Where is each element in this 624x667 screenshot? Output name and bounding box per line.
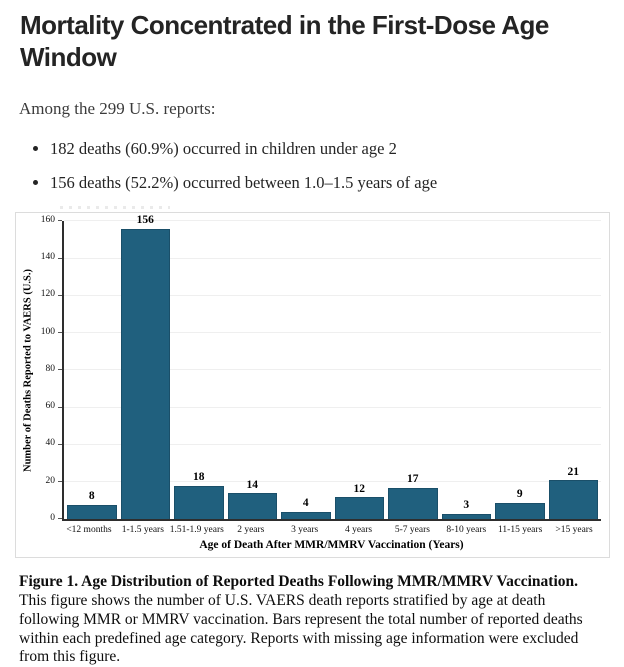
bar-slot: 4 [279,221,333,520]
y-tick-label: 40 [45,438,56,449]
gridline [64,406,601,408]
figure-caption: Figure 1. Age Distribution of Reported D… [19,573,606,667]
x-tick-label: 2 years [237,525,265,536]
bar-value-label: 21 [567,465,580,478]
y-axis-ticks: 0 20 40 60 80 100 120 140 160 [36,215,62,522]
y-tick-label: 100 [40,326,55,337]
gridline [64,332,601,334]
bar-value-label: 4 [302,497,309,510]
bar-slot: 21 [547,221,601,520]
y-tick-label: 0 [50,512,55,523]
x-tick-label: 4 years [344,525,373,536]
x-tick-label: 3 years [291,525,319,536]
y-tick-label: 80 [45,363,56,374]
y-tick-mark [58,332,62,334]
y-tick-label: 160 [40,214,55,225]
y-tick-mark [58,518,62,520]
bar-slot: 8 [65,221,119,520]
y-tick-label: 20 [45,475,56,486]
y-tick-mark [58,220,62,222]
y-tick-mark [58,294,62,296]
figure-caption-lead: Figure 1. Age Distribution of Reported D… [19,572,579,590]
bullet-item-1-to-1-5: 156 deaths (52.2%) occurred between 1.0–… [50,173,606,193]
bar: 9 [495,489,545,520]
bar-slot: 3 [440,221,494,520]
y-tick-label: 120 [40,289,55,300]
page-title: Mortality Concentrated in the First-Dose… [20,10,606,73]
bar: 4 [281,498,331,520]
clipped-text-fragment [60,206,170,210]
page-title-line-1: Mortality Concentrated in the First-Dose… [20,10,549,40]
bar: 8 [67,491,117,520]
plot-column: 8 156 18 14 4 12 17 3 9 21 <12 months 1-1.5 years 1… [58,215,601,552]
bar-slot: 156 [119,215,173,520]
bar: 14 [227,479,277,520]
x-tick-label: 11-15 years [498,525,543,536]
bar-value-label: 3 [463,499,470,512]
bar-value-label: 14 [246,478,259,491]
bar-slot: 9 [493,221,547,520]
intro-text: Among the 299 U.S. reports: [19,99,216,119]
bar-value-label: 8 [88,490,95,503]
y-tick-mark [58,443,62,445]
bar: 156 [120,215,170,520]
bar-value-label: 9 [516,488,523,501]
x-tick-label: >15 years [555,525,593,536]
bar-value-label: 12 [353,482,366,495]
x-tick-label: 8-10 years [446,525,487,536]
y-tick-mark [58,369,62,371]
y-tick-label: 140 [40,252,55,263]
gridline [64,257,601,259]
y-tick-mark [58,406,62,408]
page-title-line-2: Window [20,41,117,72]
y-tick-mark [58,257,62,259]
x-tick-label: 5-7 years [394,525,430,536]
bullet-list: 182 deaths (60.9%) occurred in children … [18,139,606,193]
bars: 8 156 18 14 4 12 17 3 9 21 [64,215,601,520]
gridline [64,294,601,296]
x-tick-label: <12 months [66,525,112,536]
x-axis-title: Age of Death After MMR/MMRV Vaccination … [199,539,464,552]
x-axis-labels: <12 months 1-1.5 years 1.51-1.9 years 2 yea… [62,521,601,536]
gridline [64,369,601,371]
bar: 17 [388,474,438,520]
bar: 3 [441,500,491,520]
bar-value-label: 17 [407,473,419,486]
chart: Number of Deaths Reported to VAERS (U.S.… [20,215,601,552]
bar-slot: 14 [226,221,280,520]
bar-slot: 17 [386,221,440,520]
y-tick-mark [58,481,62,483]
bar: 12 [334,483,384,520]
figure-caption-body: This figure shows the number of U.S. VAE… [19,591,583,666]
bar: 21 [548,466,598,520]
bar-slot: 12 [333,221,387,520]
plot-area: 8 156 18 14 4 12 17 3 9 21 [58,215,601,522]
gridline [64,443,601,445]
bar: 18 [174,472,224,520]
bullet-item-under-2: 182 deaths (60.9%) occurred in children … [50,139,606,159]
gridline [64,220,601,222]
bar-value-label: 18 [193,471,205,484]
gridline [64,481,601,483]
y-tick-label: 60 [45,401,56,412]
figure-chart: Number of Deaths Reported to VAERS (U.S.… [15,212,610,558]
bar-slot: 18 [172,221,226,520]
x-tick-label: 1.51-1.9 years [169,525,224,536]
x-tick-label: 1-1.5 years [121,525,164,536]
bar-value-label: 156 [136,214,154,227]
